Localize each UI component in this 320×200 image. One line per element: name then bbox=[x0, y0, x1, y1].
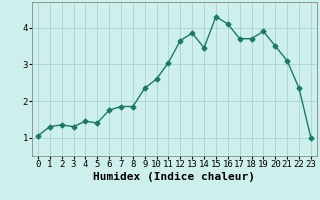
X-axis label: Humidex (Indice chaleur): Humidex (Indice chaleur) bbox=[93, 172, 255, 182]
